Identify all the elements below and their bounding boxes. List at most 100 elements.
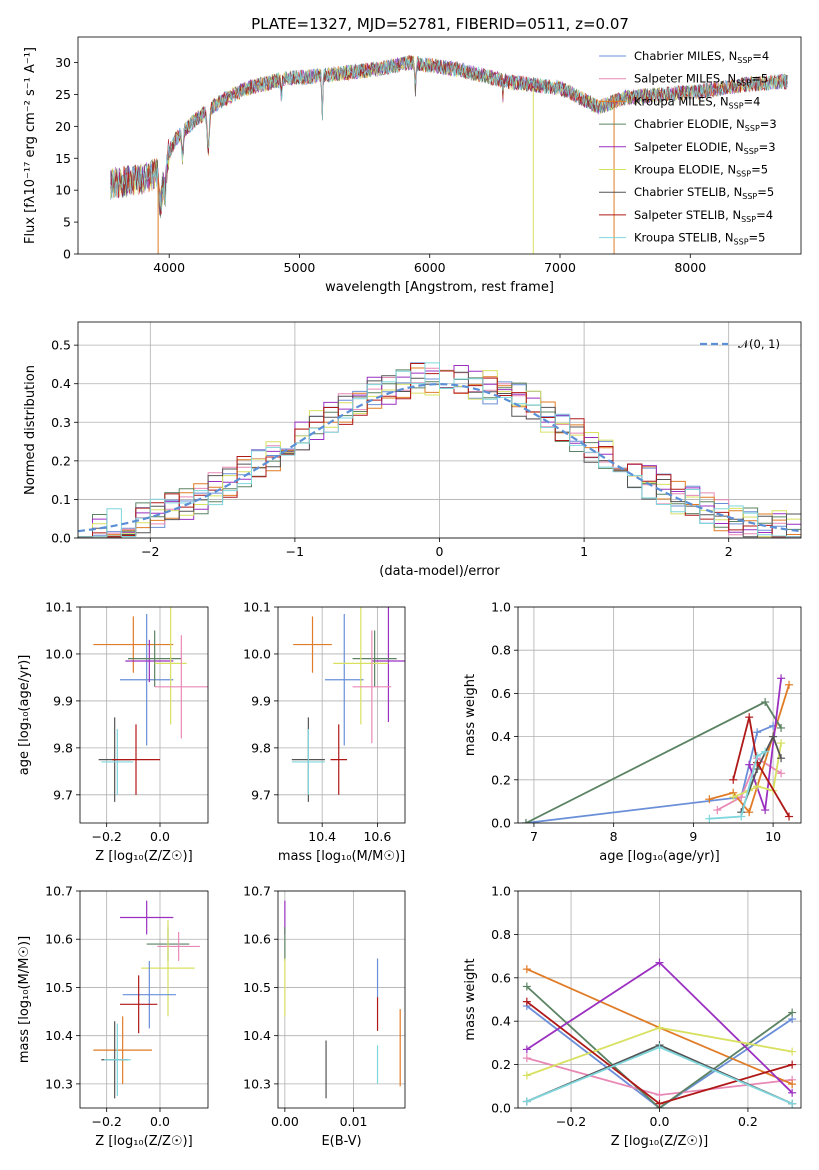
x-tick-label: 0.0 <box>650 1114 670 1129</box>
axes-frame <box>79 606 209 824</box>
x-tick-label: 0.01 <box>340 1114 368 1129</box>
y-tick-label: 9.8 <box>251 740 271 755</box>
y-axis-label: Flux [fλ10⁻¹⁷ erg cm⁻² s⁻¹ A⁻¹] <box>23 47 38 244</box>
x-axis-label: Z [log₁₀(Z/Z☉)] <box>611 1134 708 1149</box>
axes-frame <box>77 321 802 539</box>
legend: Chabrier MILES, NSSP=4 Salpeter MILES, NS… <box>599 49 777 247</box>
y-tick-label: 30 <box>55 55 71 70</box>
errorbar-point <box>120 614 174 746</box>
plot-area <box>291 607 405 802</box>
y-tick-label: 1.0 <box>491 884 511 899</box>
plus-marker <box>788 1008 797 1017</box>
axes-frame <box>77 36 802 255</box>
x-axis-label: E(B-V) <box>321 1134 361 1149</box>
y-tick-label: 0.8 <box>491 643 511 658</box>
plus-marker <box>522 1045 531 1054</box>
y-tick-label: 0.2 <box>51 453 71 468</box>
legend-label: Chabrier STELIB, NSSP=5 <box>634 185 774 201</box>
mass-vs-z-panel: −0.2 0.0 10.3 10.4 10.5 10.6 10.7 Z [log₁₀(Z/Z☉… <box>17 884 209 1149</box>
y-tick-label: 10.6 <box>243 932 271 947</box>
mass-vs-ebv-panel: 0.00 0.01 10.3 10.4 10.5 10.6 10.7 E(B-V) <box>243 884 406 1149</box>
y-tick-label: 0.1 <box>51 492 71 507</box>
mass-weight-line <box>716 756 782 811</box>
plot-area <box>522 958 797 1108</box>
x-axis-label: wavelength [Angstrom, rest frame] <box>325 280 554 295</box>
plus-marker <box>713 806 722 815</box>
y-tick-label: 0.6 <box>491 970 511 985</box>
plus-marker <box>753 782 762 791</box>
axes-frame <box>79 890 209 1109</box>
y-axis-label: Normed distribution <box>23 365 38 495</box>
errorbar-point <box>101 729 134 795</box>
x-tick-label: 0.0 <box>150 1114 170 1129</box>
x-axis-label: (data-model)/error <box>379 564 500 579</box>
axes-frame <box>277 606 406 824</box>
legend-label: Chabrier ELODIE, NSSP=3 <box>634 117 777 133</box>
plus-marker <box>753 728 762 737</box>
x-tick-label: 1 <box>580 544 588 559</box>
y-tick-label: 10.5 <box>243 980 271 995</box>
plus-marker <box>522 1071 531 1080</box>
residuals-panel: −2 −1 0 1 2 0.0 0.1 0.2 0.3 0.4 0.5 (data-model)/er… <box>23 321 802 579</box>
plus-marker <box>729 775 738 784</box>
age-vs-z-panel: −0.2 0.0 9.7 9.8 9.9 10.0 10.1 Z [log₁₀(Z/Z☉)] a… <box>17 600 209 864</box>
y-tick-label: 0.8 <box>491 927 511 942</box>
mass-weight-vs-age-panel: 7 8 9 10 0.0 0.2 0.4 0.6 0.8 1.0 age [log₁₀(age/yr… <box>463 600 802 864</box>
plus-marker <box>788 1088 797 1097</box>
x-tick-label: 0 <box>436 544 444 559</box>
plus-marker <box>655 1099 664 1108</box>
plot-area <box>284 900 401 1099</box>
y-tick-label: 5 <box>63 215 71 230</box>
y-tick-label: 0.6 <box>491 686 511 701</box>
errorbar-point <box>93 1016 152 1084</box>
plus-marker <box>788 1080 797 1089</box>
plus-marker <box>745 808 754 817</box>
y-tick-label: 10 <box>55 183 71 198</box>
errorbar-point <box>104 1023 131 1096</box>
y-tick-label: 9.9 <box>53 693 73 708</box>
errorbar-point <box>93 616 174 673</box>
x-tick-label: 5000 <box>284 260 316 275</box>
plus-marker <box>655 1090 664 1099</box>
x-tick-label: −0.2 <box>91 1114 121 1129</box>
plus-marker <box>705 795 714 804</box>
plus-marker <box>655 1043 664 1052</box>
plus-marker <box>777 674 786 683</box>
x-tick-label: 2 <box>725 544 733 559</box>
errorbar-point <box>120 975 158 1034</box>
x-tick-label: 6000 <box>414 260 446 275</box>
spectrum-line <box>110 56 788 211</box>
x-tick-label: 0.2 <box>738 1114 758 1129</box>
plot-area <box>521 674 794 823</box>
y-tick-label: 10.6 <box>45 932 73 947</box>
plus-marker <box>761 806 770 815</box>
x-axis-label: Z [log₁₀(Z/Z☉)] <box>95 1134 192 1149</box>
y-axis-label: mass weight <box>463 674 478 756</box>
plus-marker <box>522 982 531 991</box>
y-tick-label: 0.0 <box>51 531 71 546</box>
legend-label: Salpeter STELIB, NSSP=4 <box>634 208 773 224</box>
x-tick-label: 10.4 <box>308 829 336 844</box>
y-axis-label: mass [log₁₀(M/M☉)] <box>17 936 32 1063</box>
plus-marker <box>705 814 714 823</box>
y-tick-label: 0.4 <box>491 729 511 744</box>
errorbar-point <box>324 614 364 746</box>
y-tick-label: 0.2 <box>491 1057 511 1072</box>
mass-weight-line <box>732 716 790 817</box>
plot-area <box>78 362 801 538</box>
x-tick-label: 8 <box>610 829 618 844</box>
chart-title: PLATE=1327, MJD=52781, FIBERID=0511, z=0… <box>251 15 629 33</box>
plus-marker <box>761 698 770 707</box>
legend-label: Kroupa STELIB, NSSP=5 <box>634 231 765 247</box>
plus-marker <box>761 747 770 756</box>
errorbar-point <box>125 639 174 683</box>
errorbar-point <box>352 630 392 744</box>
legend-label: Salpeter MILES, NSSP=5 <box>634 72 768 88</box>
y-tick-label: 10.7 <box>243 884 271 899</box>
normal-curve <box>78 382 801 533</box>
y-tick-label: 15 <box>55 151 71 166</box>
y-axis-label: age [log₁₀(age/yr)] <box>17 655 32 776</box>
x-axis-label: mass [log₁₀(M/M☉)] <box>278 849 405 864</box>
y-tick-label: 0 <box>63 247 71 262</box>
errorbar-point <box>371 607 405 723</box>
